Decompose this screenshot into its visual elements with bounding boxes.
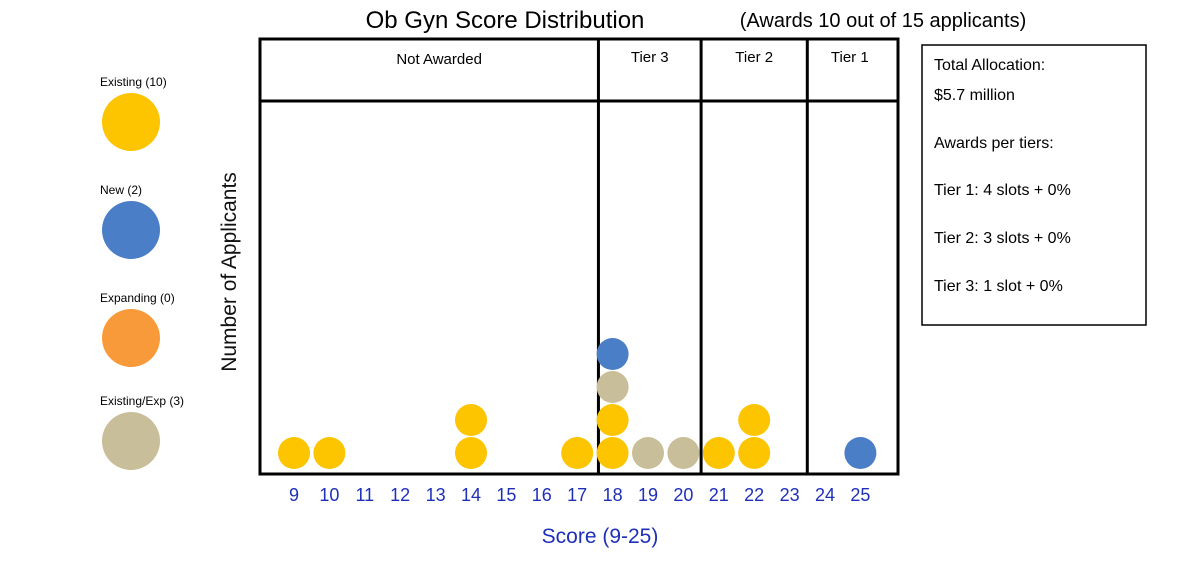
x-tick-label: 14 bbox=[461, 485, 481, 505]
legend-label: Expanding (0) bbox=[100, 291, 175, 305]
data-point bbox=[702, 437, 735, 469]
data-point bbox=[667, 437, 700, 469]
info-line: Tier 2: 3 slots + 0% bbox=[934, 230, 1071, 247]
data-point bbox=[561, 437, 594, 469]
x-tick-label: 20 bbox=[673, 485, 693, 505]
data-point bbox=[844, 437, 877, 469]
legend-swatch bbox=[102, 412, 160, 470]
tier-label: Tier 1 bbox=[831, 49, 869, 66]
data-point bbox=[632, 437, 664, 469]
x-tick-label: 18 bbox=[603, 485, 623, 505]
x-tick-label: 12 bbox=[390, 485, 410, 505]
data-point bbox=[278, 437, 310, 469]
x-tick-label: 22 bbox=[744, 485, 764, 505]
x-tick-label: 21 bbox=[709, 485, 729, 505]
legend-label: Existing (10) bbox=[100, 75, 167, 89]
data-point bbox=[455, 437, 487, 469]
x-axis-label: Score (9-25) bbox=[542, 525, 659, 548]
data-point bbox=[596, 371, 629, 403]
info-line: Awards per tiers: bbox=[934, 135, 1054, 152]
x-tick-label: 10 bbox=[319, 485, 339, 505]
x-tick-label: 19 bbox=[638, 485, 658, 505]
chart-subtitle: (Awards 10 out of 15 applicants) bbox=[740, 10, 1026, 32]
x-tick-label: 24 bbox=[815, 485, 835, 505]
tier-label: Tier 3 bbox=[631, 49, 669, 66]
data-point bbox=[313, 437, 346, 469]
data-point bbox=[596, 338, 629, 370]
plot-frame bbox=[258, 37, 900, 476]
data-point bbox=[596, 437, 629, 469]
data-point bbox=[738, 404, 771, 436]
data-points bbox=[278, 338, 877, 469]
info-box: Total Allocation: $5.7 million Awards per … bbox=[921, 44, 1147, 326]
x-tick-label: 23 bbox=[780, 485, 800, 505]
tier-label: Not Awarded bbox=[396, 51, 482, 68]
x-tick-label: 16 bbox=[532, 485, 552, 505]
x-tick-label: 15 bbox=[496, 485, 516, 505]
y-axis-label: Number of Applicants bbox=[218, 172, 241, 372]
info-line: Tier 1: 4 slots + 0% bbox=[934, 182, 1071, 199]
x-tick-label: 25 bbox=[850, 485, 870, 505]
data-point bbox=[596, 404, 629, 436]
x-tick-labels: 9 10 11 12 13 14 15 16 17 18 19 20 21 22 23 24 25 bbox=[289, 485, 870, 505]
legend-label: Existing/Exp (3) bbox=[100, 394, 184, 408]
data-point bbox=[455, 404, 487, 436]
x-tick-label: 17 bbox=[567, 485, 587, 505]
legend: Existing (10) New (2) Expanding (0) Existin… bbox=[100, 75, 184, 470]
tier-label: Tier 2 bbox=[735, 49, 773, 66]
data-point bbox=[738, 437, 771, 469]
info-line: Tier 3: 1 slot + 0% bbox=[934, 278, 1063, 295]
info-line: $5.7 million bbox=[934, 87, 1015, 104]
x-tick-label: 13 bbox=[426, 485, 446, 505]
x-tick-label: 9 bbox=[289, 485, 299, 505]
chart-title: Ob Gyn Score Distribution bbox=[366, 7, 645, 34]
info-line: Total Allocation: bbox=[934, 57, 1045, 74]
tier-regions: Not Awarded Tier 3 Tier 2 Tier 1 bbox=[396, 39, 869, 474]
x-tick-label: 11 bbox=[355, 485, 374, 505]
legend-swatch bbox=[102, 201, 160, 259]
legend-swatch bbox=[102, 93, 160, 151]
legend-label: New (2) bbox=[100, 183, 142, 197]
legend-swatch bbox=[102, 309, 160, 367]
